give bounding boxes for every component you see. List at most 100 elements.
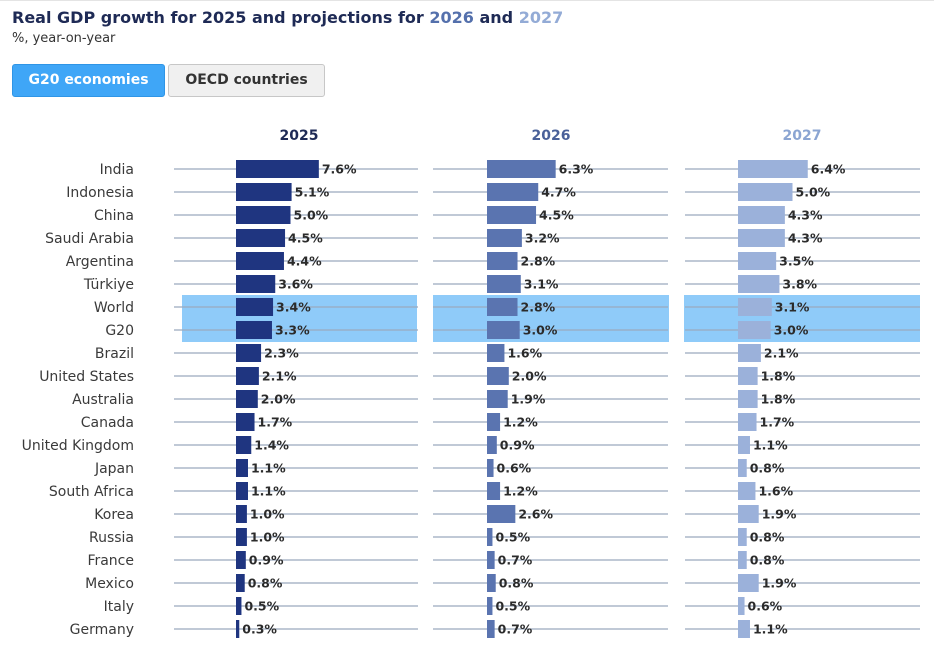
top-divider [0, 0, 934, 1]
value-label-united-states-2025: 2.1% [262, 369, 297, 384]
bar-japan-2025 [236, 459, 248, 477]
bar-canada-2026 [487, 413, 501, 431]
bar-turkiye-2025 [236, 275, 276, 293]
value-label-japan-2026: 0.6% [497, 461, 532, 476]
value-label-united-kingdom-2025: 1.4% [254, 438, 289, 453]
value-label-brazil-2025: 2.3% [264, 346, 299, 361]
bar-australia-2027 [738, 390, 758, 408]
bar-italy-2027 [738, 597, 745, 615]
bar-saudi-arabia-2025 [236, 229, 286, 247]
bar-g20-2026 [487, 321, 520, 339]
bar-united-kingdom-2027 [738, 436, 750, 454]
bar-italy-2025 [236, 597, 242, 615]
bar-china-2026 [487, 206, 537, 224]
country-label-italy: Italy [104, 599, 134, 615]
value-label-brazil-2027: 2.1% [764, 346, 799, 361]
value-label-russia-2026: 0.5% [495, 530, 530, 545]
country-label-brazil: Brazil [95, 346, 134, 362]
bar-argentina-2027 [738, 252, 777, 270]
bar-saudi-arabia-2026 [487, 229, 522, 247]
value-label-argentina-2027: 3.5% [779, 254, 814, 269]
bar-indonesia-2026 [487, 183, 539, 201]
value-label-india-2027: 6.4% [811, 162, 846, 177]
column-header-2026: 2026 [532, 128, 571, 144]
bar-united-states-2025 [236, 367, 259, 385]
value-label-australia-2026: 1.9% [511, 392, 546, 407]
value-label-indonesia-2026: 4.7% [541, 185, 576, 200]
value-label-germany-2026: 0.7% [498, 622, 533, 637]
bar-india-2027 [738, 160, 808, 178]
country-label-indonesia: Indonesia [66, 185, 134, 201]
bar-france-2025 [236, 551, 246, 569]
value-label-saudi-arabia-2027: 4.3% [788, 231, 823, 246]
tab-oecd-countries[interactable]: OECD countries [168, 64, 325, 97]
value-label-united-states-2027: 1.8% [761, 369, 796, 384]
country-label-france: France [87, 553, 134, 569]
value-label-germany-2025: 0.3% [242, 622, 277, 637]
bar-united-kingdom-2025 [236, 436, 252, 454]
value-label-china-2027: 4.3% [788, 208, 823, 223]
chart-subtitle: %, year-on-year [12, 31, 116, 46]
value-label-world-2025: 3.4% [276, 300, 311, 315]
value-label-france-2025: 0.9% [249, 553, 284, 568]
value-label-world-2027: 3.1% [775, 300, 810, 315]
bar-brazil-2025 [236, 344, 262, 362]
value-label-canada-2027: 1.7% [760, 415, 795, 430]
value-label-saudi-arabia-2026: 3.2% [525, 231, 560, 246]
country-label-australia: Australia [72, 392, 134, 408]
highlight-band-2027 [684, 295, 920, 342]
country-label-g20: G20 [105, 323, 134, 339]
country-label-turkiye: Türkiye [83, 277, 134, 293]
value-label-mexico-2025: 0.8% [248, 576, 283, 591]
value-label-korea-2025: 1.0% [250, 507, 285, 522]
country-label-world: World [94, 300, 134, 316]
bar-france-2027 [738, 551, 747, 569]
highlight-band-2025 [182, 295, 417, 342]
bar-united-kingdom-2026 [487, 436, 497, 454]
bar-brazil-2027 [738, 344, 761, 362]
country-label-united-states: United States [39, 369, 134, 385]
bar-south-africa-2027 [738, 482, 756, 500]
bar-russia-2026 [487, 528, 493, 546]
country-label-korea: Korea [94, 507, 134, 523]
value-label-india-2025: 7.6% [322, 162, 357, 177]
bar-argentina-2026 [487, 252, 518, 270]
title-year-2026: 2026 [429, 8, 474, 27]
bar-g20-2025 [236, 321, 272, 339]
value-label-italy-2026: 0.5% [495, 599, 530, 614]
bar-italy-2026 [487, 597, 493, 615]
bar-india-2026 [487, 160, 556, 178]
value-label-indonesia-2027: 5.0% [796, 185, 831, 200]
value-label-argentina-2026: 2.8% [521, 254, 556, 269]
value-label-italy-2025: 0.5% [244, 599, 279, 614]
value-label-france-2027: 0.8% [750, 553, 785, 568]
bar-south-africa-2026 [487, 482, 501, 500]
bar-indonesia-2025 [236, 183, 292, 201]
value-label-japan-2027: 0.8% [750, 461, 785, 476]
value-label-france-2026: 0.7% [498, 553, 533, 568]
bar-canada-2027 [738, 413, 757, 431]
value-label-brazil-2026: 1.6% [507, 346, 542, 361]
tab-g20-economies[interactable]: G20 economies [12, 64, 165, 97]
bar-canada-2025 [236, 413, 255, 431]
value-label-saudi-arabia-2025: 4.5% [288, 231, 323, 246]
bar-saudi-arabia-2027 [738, 229, 785, 247]
bar-brazil-2026 [487, 344, 505, 362]
bar-g20-2027 [738, 321, 771, 339]
bar-world-2027 [738, 298, 772, 316]
highlight-band-2026 [433, 295, 669, 342]
country-label-japan: Japan [94, 461, 134, 477]
bar-japan-2026 [487, 459, 494, 477]
bar-korea-2025 [236, 505, 247, 523]
value-label-japan-2025: 1.1% [251, 461, 286, 476]
bar-germany-2027 [738, 620, 750, 638]
value-label-russia-2027: 0.8% [750, 530, 785, 545]
column-header-2025: 2025 [280, 128, 319, 144]
value-label-united-states-2026: 2.0% [512, 369, 547, 384]
value-label-mexico-2026: 0.8% [499, 576, 534, 591]
country-label-india: India [100, 162, 134, 178]
bar-russia-2027 [738, 528, 747, 546]
bar-mexico-2025 [236, 574, 245, 592]
value-label-mexico-2027: 1.9% [762, 576, 797, 591]
